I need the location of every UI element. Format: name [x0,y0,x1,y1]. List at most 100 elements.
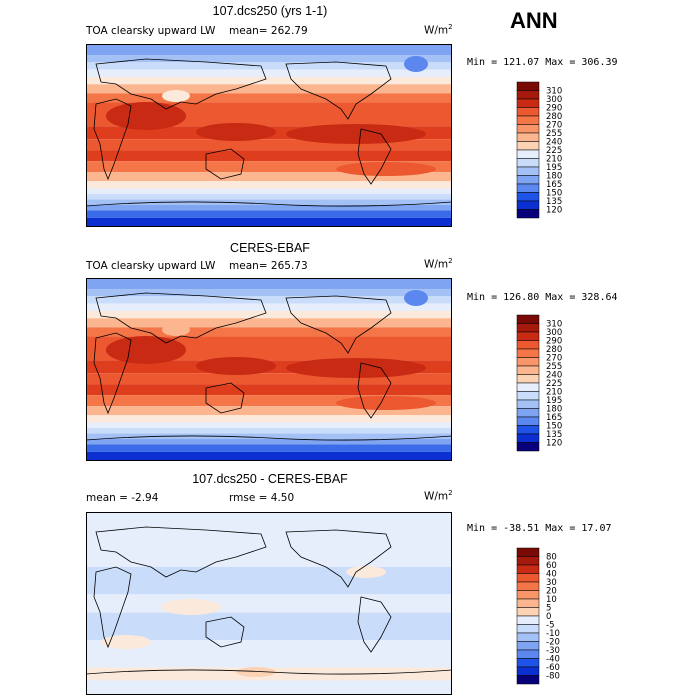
colorbar-label: 255 [546,362,562,372]
colorbar-swatch [516,547,540,557]
panel2-variable: TOA clearsky upward LW [86,260,216,272]
colorbar-label: 120 [546,439,562,449]
colorbar-swatch [516,641,540,651]
colorbar-swatch [516,166,540,176]
colorbar-swatch [516,314,540,324]
colorbar-swatch [516,416,540,426]
colorbar-swatch [516,365,540,375]
colorbar-label: 290 [546,337,562,347]
colorbar-label: 255 [546,129,562,139]
colorbar-label: 240 [546,138,562,148]
panel3-units: W/m2 [424,489,453,503]
colorbar-swatch [516,183,540,193]
colorbar-swatch [516,564,540,574]
colorbar-swatch [516,615,540,625]
colorbar-label: 20 [546,587,557,597]
panel3-title: 107.dcs250 - CERES-EBAF [192,472,348,486]
colorbar-swatch [516,331,540,341]
colorbar-label: 300 [546,95,562,105]
colorbar-label: 150 [546,189,562,199]
colorbar-label: 210 [546,155,562,165]
colorbar-swatch [516,433,540,443]
colorbar-label: 150 [546,422,562,432]
panel3-mean: mean = -2.94 [86,492,159,504]
colorbar-swatch [516,556,540,566]
colorbar-label: 165 [546,180,562,190]
colorbar-swatch [516,107,540,117]
colorbar-label: 195 [546,396,562,406]
colorbar-swatch [516,209,540,219]
colorbar-swatch [516,624,540,634]
colorbar-label: 5 [546,604,551,614]
colorbar-label: 40 [546,570,557,580]
colorbar-swatch [516,81,540,91]
colorbar-swatch [516,158,540,168]
colorbar-label: -10 [546,629,560,639]
panel2-units: W/m2 [424,257,453,271]
panel3-map [86,512,452,695]
panel1-map [86,44,452,227]
colorbar-swatch [516,141,540,151]
colorbar-swatch [516,149,540,159]
colorbar-label: 180 [546,405,562,415]
colorbar-swatch [516,675,540,685]
panel2-map [86,278,452,461]
colorbar-label: 120 [546,206,562,216]
panel1-units: W/m2 [424,23,453,37]
colorbar-swatch [516,192,540,202]
colorbar-swatch [516,382,540,392]
colorbar-swatch [516,340,540,350]
colorbar-swatch [516,607,540,617]
colorbar-swatch [516,399,540,409]
colorbar-swatch [516,581,540,591]
colorbar-swatch [516,391,540,401]
colorbar-label: 135 [546,430,562,440]
colorbar-label: 30 [546,578,557,588]
panel1-mean: mean= 262.79 [229,25,308,37]
colorbar-swatch [516,357,540,367]
colorbar-label: -60 [546,663,560,673]
colorbar-swatch [516,115,540,125]
colorbar-label: 80 [546,553,557,563]
panel1-variable: TOA clearsky upward LW [86,25,216,37]
colorbar-label: 310 [546,87,562,97]
panel1-title: 107.dcs250 (yrs 1-1) [212,4,328,18]
colorbar-label: 60 [546,561,557,571]
colorbar-swatch [516,90,540,100]
colorbar-label: -80 [546,672,560,682]
colorbar-label: 180 [546,172,562,182]
colorbar-swatch [516,323,540,333]
panel2-minmax: Min = 126.80 Max = 328.64 [467,292,618,303]
colorbar-label: 225 [546,146,562,156]
colorbar-swatch [516,442,540,452]
colorbar-swatch [516,632,540,642]
colorbar-label: 270 [546,121,562,131]
colorbar-label: 240 [546,371,562,381]
colorbar-swatch [516,573,540,583]
colorbar-label: 225 [546,379,562,389]
panel3-minmax: Min = -38.51 Max = 17.07 [467,523,612,534]
colorbar-swatch [516,425,540,435]
colorbar-label: -40 [546,655,560,665]
colorbar-swatch [516,200,540,210]
colorbar-swatch [516,374,540,384]
colorbar-swatch [516,175,540,185]
colorbar-swatch [516,666,540,676]
colorbar-swatch [516,590,540,600]
colorbar-label: -30 [546,646,560,656]
panel2-colorbar: 3103002902802702552402252101951801651501… [516,314,562,452]
colorbar-swatch [516,124,540,134]
panel2-mean: mean= 265.73 [229,260,308,272]
colorbar-swatch [516,598,540,608]
colorbar-label: 10 [546,595,557,605]
panel1-minmax: Min = 121.07 Max = 306.39 [467,57,618,68]
panel1-colorbar: 3103002902802702552402252101951801651501… [516,81,562,219]
colorbar-label: 210 [546,388,562,398]
colorbar-label: 300 [546,328,562,338]
colorbar-label: -20 [546,638,560,648]
colorbar-label: 280 [546,112,562,122]
colorbar-label: 290 [546,104,562,114]
colorbar-label: 135 [546,197,562,207]
colorbar-swatch [516,408,540,418]
